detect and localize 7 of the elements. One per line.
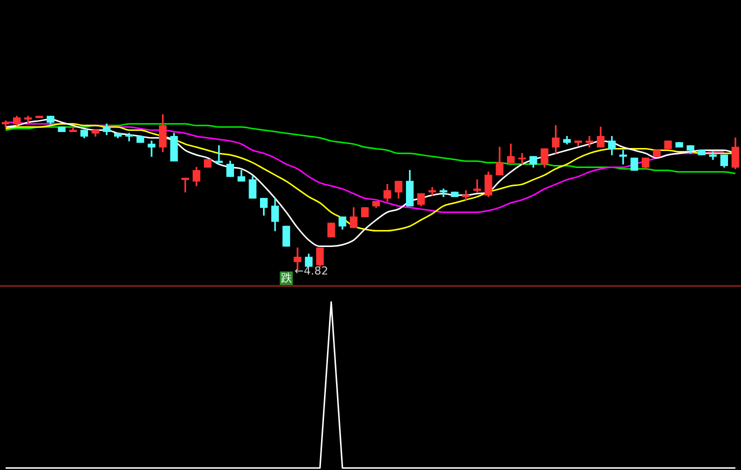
candlestick	[148, 140, 156, 157]
candlestick	[462, 190, 470, 200]
candlestick	[586, 136, 594, 148]
text: 跌	[280, 271, 292, 284]
annotation: ←4.82	[294, 264, 328, 278]
candlestick	[215, 145, 223, 163]
candlestick	[518, 153, 526, 165]
